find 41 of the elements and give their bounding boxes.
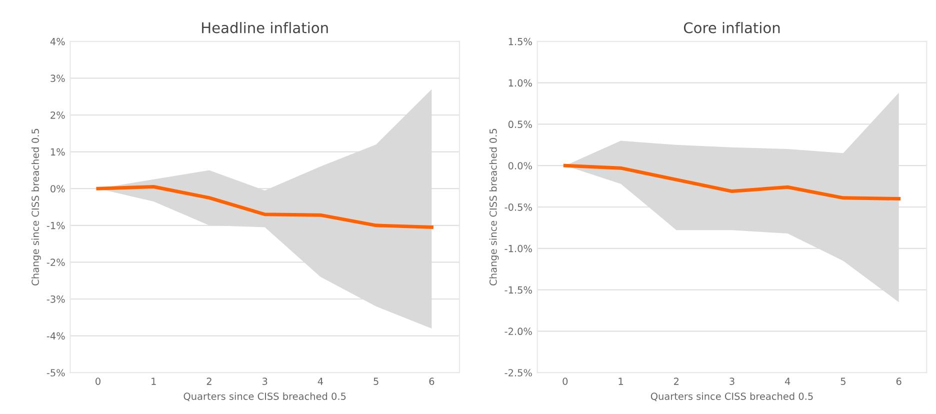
line-series: [563, 164, 901, 200]
x-tick-label: 1: [152, 378, 156, 385]
y-tick-label: -1.0%: [504, 244, 532, 252]
x-tick-label: 6: [896, 378, 902, 385]
x-tick-label: 4: [784, 378, 790, 385]
y-tick-label: 0.0%: [508, 162, 532, 170]
x-tick-label: 0: [562, 378, 568, 385]
x-tick-label: 3: [730, 378, 734, 385]
y-tick-label: -2%: [46, 258, 65, 266]
x-tick-label: 3: [262, 378, 268, 385]
y-tick-label: 1.0%: [508, 79, 532, 87]
x-tick-label: 5: [840, 378, 846, 385]
y-tick-label: 3%: [50, 74, 65, 82]
y-tick-label: -1.5%: [504, 286, 532, 294]
x-tick-label: 6: [429, 378, 434, 385]
x-axis-title: Quarters since CISS breached 0.5: [184, 392, 346, 402]
y-tick-label: 1%: [50, 148, 65, 156]
y-tick-label: -5%: [46, 369, 65, 376]
x-tick-label: 4: [318, 378, 324, 385]
y-tick-label: -4%: [46, 332, 65, 340]
y-tick-label: 2%: [50, 111, 65, 119]
y-axis-title: Change since CISS breached 0.5: [489, 128, 499, 286]
y-tick-label: 0.5%: [508, 120, 532, 128]
y-tick-label: -1%: [46, 222, 65, 230]
y-tick-label: -2.0%: [504, 328, 532, 336]
x-tick-label: 2: [674, 378, 678, 385]
y-axis-title: Change since CISS breached 0.5: [31, 128, 41, 286]
x-tick-label: 1: [618, 378, 623, 385]
y-tick-label: -0.5%: [504, 203, 532, 211]
x-tick-label: 0: [96, 378, 100, 385]
line-series: [96, 185, 434, 229]
y-tick-label: -2.5%: [504, 369, 532, 376]
y-tick-label: 0%: [50, 185, 65, 192]
chart-title: Core inflation: [684, 22, 780, 34]
y-tick-label: 1.5%: [508, 38, 532, 46]
y-tick-label: -3%: [46, 295, 65, 303]
x-axis-title: Quarters since CISS breached 0.5: [650, 392, 813, 402]
x-tick-label: 2: [206, 378, 212, 385]
y-tick-label: 4%: [50, 38, 65, 46]
x-tick-label: 5: [374, 378, 378, 385]
chart-title: Headline inflation: [202, 22, 328, 34]
